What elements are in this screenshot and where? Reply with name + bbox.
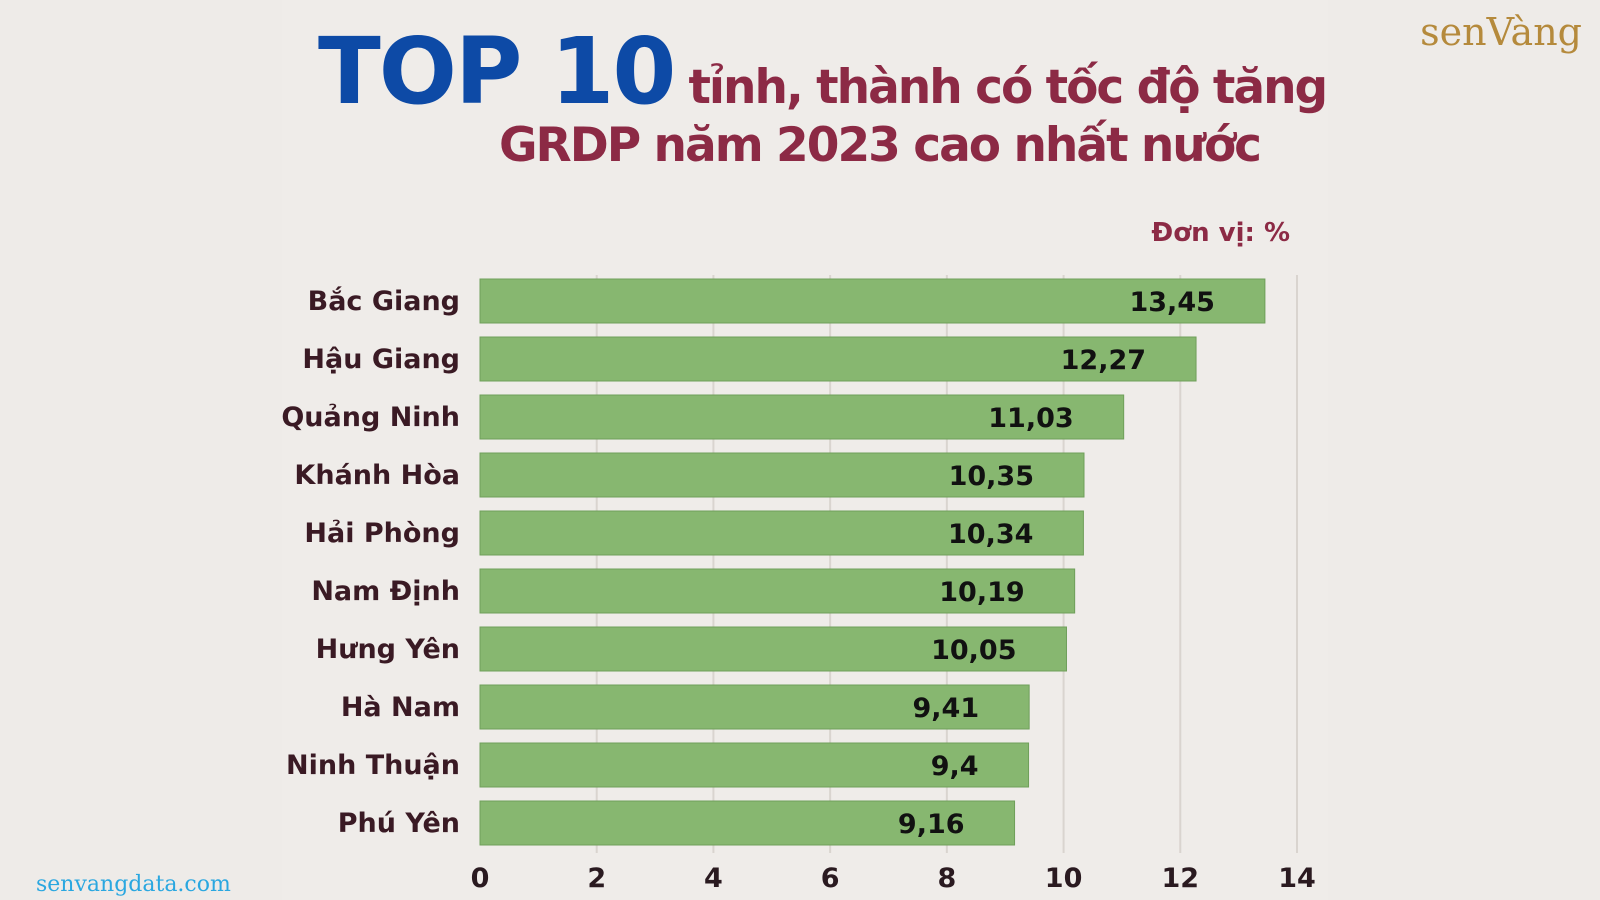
bar (479, 278, 1266, 324)
value-label: 12,27 (1061, 345, 1146, 376)
value-label: 10,19 (939, 577, 1024, 608)
bar (479, 452, 1085, 498)
title-row: TOP 10 tỉnh, thành có tốc độ tăng (318, 18, 1328, 125)
value-label: 9,16 (898, 809, 965, 840)
category-label: Hải Phòng (304, 518, 460, 549)
value-label: 13,45 (1129, 287, 1214, 318)
category-label: Quảng Ninh (281, 402, 460, 433)
x-tick-label: 2 (587, 863, 606, 894)
value-label: 9,4 (931, 751, 979, 782)
bar (479, 626, 1067, 672)
x-tick-label: 8 (937, 863, 956, 894)
unit-label: Đơn vị: % (1151, 218, 1290, 248)
x-tick-label: 10 (1045, 863, 1083, 894)
category-label: Hà Nam (341, 692, 460, 723)
bar (479, 568, 1076, 614)
category-label: Bắc Giang (308, 286, 460, 317)
value-label: 11,03 (988, 403, 1073, 434)
title-line-2: GRDP năm 2023 cao nhất nước (498, 118, 1262, 173)
bar (479, 336, 1197, 382)
value-label: 10,34 (948, 519, 1033, 550)
category-label: Khánh Hòa (294, 460, 460, 491)
x-tick-label: 12 (1161, 863, 1199, 894)
x-tick-label: 4 (704, 863, 723, 894)
category-label: Hậu Giang (302, 344, 460, 375)
title-line-1: tỉnh, thành có tốc độ tăng (688, 60, 1328, 115)
category-label: Hưng Yên (316, 634, 460, 665)
category-label: Ninh Thuận (286, 750, 460, 781)
bar (479, 742, 1030, 788)
value-label: 10,35 (949, 461, 1034, 492)
brand-logo: senVàng (1420, 10, 1582, 54)
site-url: senvangdata.com (36, 872, 231, 897)
category-label: Nam Định (311, 576, 460, 607)
x-tick-label: 0 (471, 863, 490, 894)
value-label: 9,41 (913, 693, 980, 724)
category-label: Phú Yên (338, 808, 460, 839)
bar (479, 394, 1125, 440)
title-top10: TOP 10 (318, 18, 676, 125)
bar (479, 684, 1030, 730)
bar (479, 510, 1084, 556)
bar (479, 800, 1016, 846)
value-label: 10,05 (931, 635, 1016, 666)
x-tick-label: 14 (1278, 863, 1316, 894)
x-tick-label: 6 (821, 863, 840, 894)
